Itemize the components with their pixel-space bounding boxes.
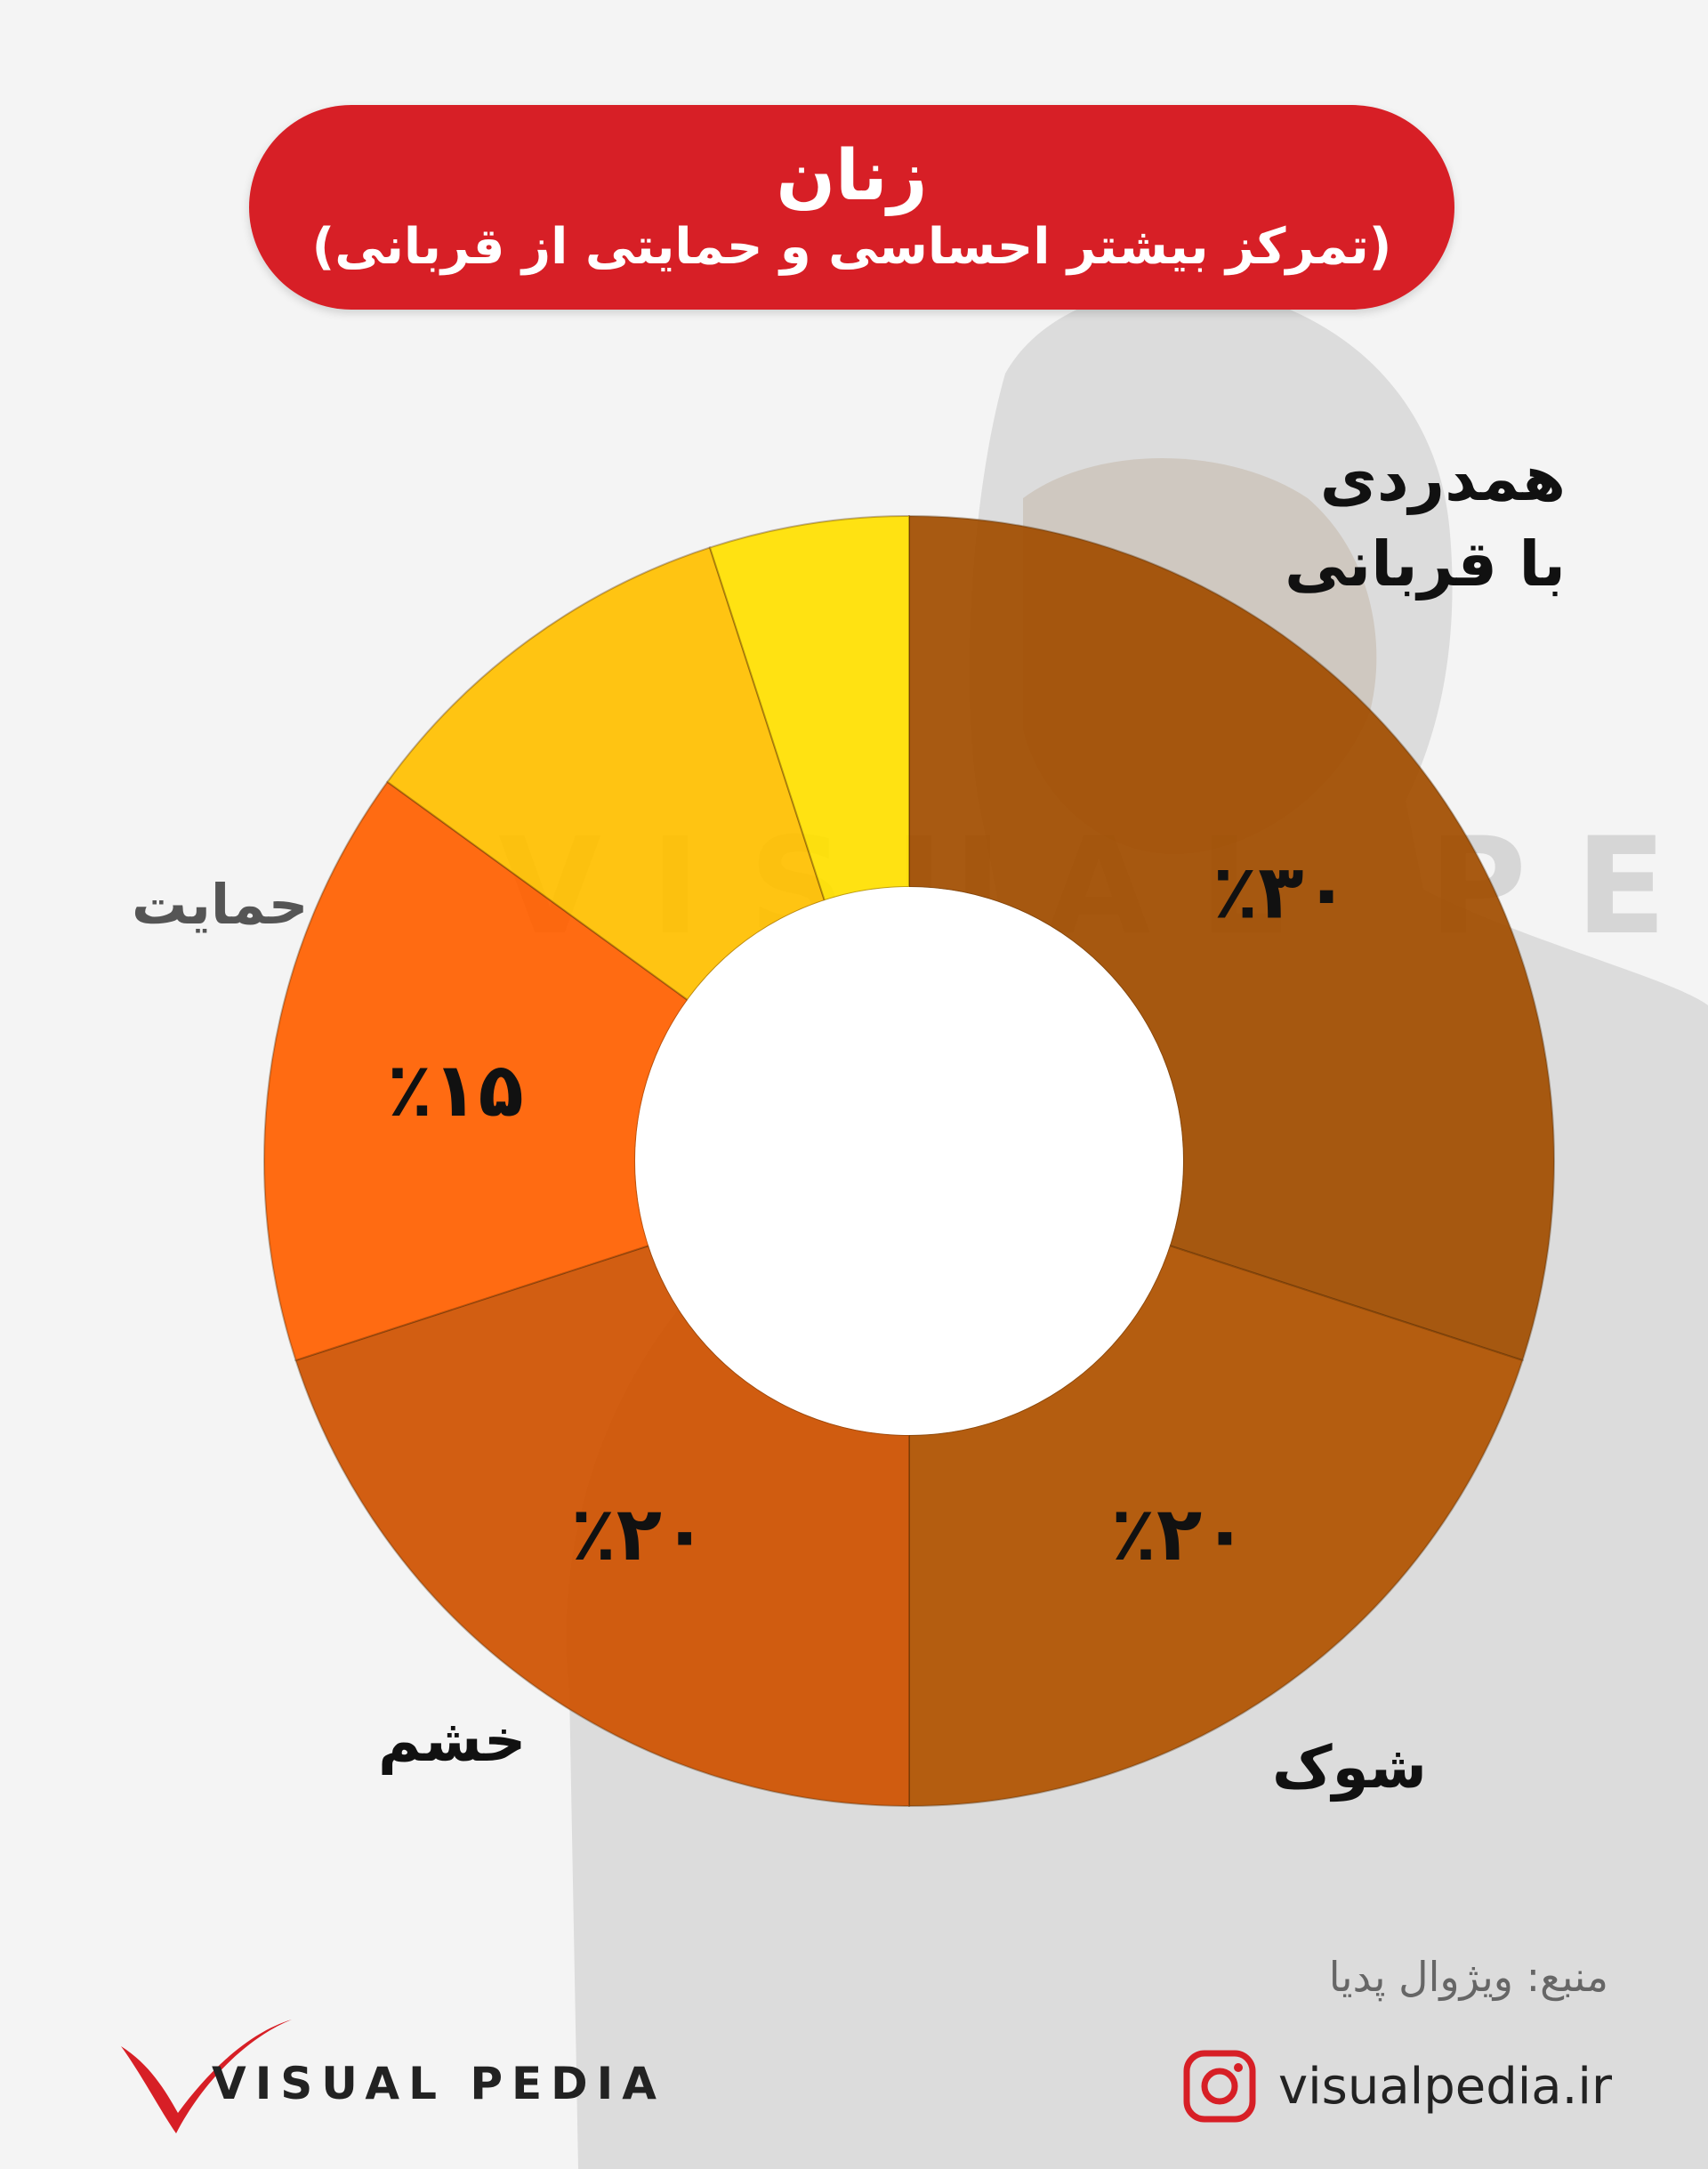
label-sympathy-line2: با قربانی xyxy=(1285,528,1566,601)
title-banner: زنان (تمرکز بیشتر احساسی و حمایتی از قرب… xyxy=(249,105,1454,310)
instagram-text: visualpedia.ir xyxy=(1277,2057,1612,2116)
label-sympathy: همدردی با قربانی xyxy=(1281,436,1566,607)
donut-hole xyxy=(635,887,1183,1435)
data-label-1: ٪۲۰ xyxy=(1111,1490,1248,1577)
label-sympathy-line1: همدردی xyxy=(1319,442,1566,515)
label-shock: شوک xyxy=(1272,1733,1427,1802)
donut-segment-5 xyxy=(708,514,910,902)
data-label-2: ٪۲۰ xyxy=(571,1490,708,1577)
instagram-icon xyxy=(1183,2050,1256,2123)
label-anger: خشم xyxy=(378,1706,527,1775)
logo-text: VISUAL PEDIA xyxy=(212,2058,665,2109)
checkmark-logo-icon xyxy=(121,2020,292,2133)
data-label-0: ٪۳۰ xyxy=(1213,848,1349,935)
source-note: منبع: ویژوال پدیا xyxy=(1328,1953,1608,2001)
label-support: حمایت xyxy=(132,872,309,937)
data-label-3: ٪۱۵ xyxy=(387,1046,524,1133)
instagram-handle[interactable]: visualpedia.ir xyxy=(1182,2046,1612,2126)
chart-title: زنان xyxy=(776,136,928,216)
donut-chart: ٪۳۰ ٪۲۰ ٪۲۰ ٪۱۵ xyxy=(263,514,1555,1808)
chart-subtitle: (تمرکز بیشتر احساسی و حمایتی از قربانی) xyxy=(311,218,1392,276)
